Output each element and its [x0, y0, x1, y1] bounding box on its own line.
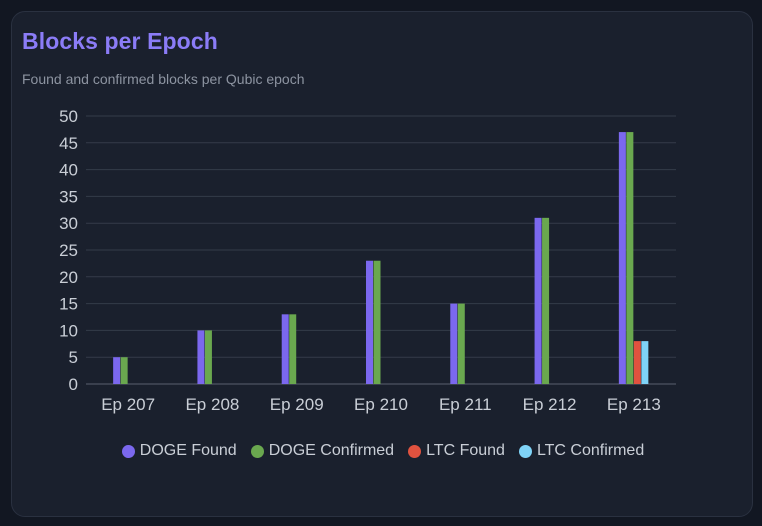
x-tick-label: Ep 208 — [185, 395, 239, 414]
bar-ltc-confirmed — [641, 341, 649, 384]
bar-doge-confirmed — [457, 303, 465, 384]
chart-subtitle: Found and confirmed blocks per Qubic epo… — [22, 71, 305, 87]
y-tick-label: 30 — [59, 214, 78, 233]
chart-title: Blocks per Epoch — [22, 28, 218, 54]
x-tick-label: Ep 209 — [270, 395, 324, 414]
legend-swatch — [518, 444, 532, 458]
legend-swatch — [121, 444, 135, 458]
bar-doge-found — [366, 260, 373, 384]
x-tick-label: Ep 207 — [101, 395, 155, 414]
bar-doge-confirmed — [204, 330, 212, 384]
bar-doge-confirmed — [542, 217, 550, 384]
legend-label: LTC Confirmed — [536, 442, 645, 459]
bar-ltc-found — [633, 341, 641, 384]
y-tick-label: 5 — [69, 348, 78, 367]
bar-doge-found — [281, 314, 289, 384]
y-tick-label: 20 — [59, 268, 78, 287]
y-tick-label: 15 — [59, 295, 78, 314]
legend-label: DOGE Confirmed — [268, 442, 395, 459]
bar-doge-found — [450, 303, 458, 384]
legend-item[interactable]: DOGE Found — [121, 442, 237, 460]
y-tick-label: 0 — [69, 375, 78, 394]
x-tick-label: Ep 213 — [607, 395, 661, 414]
y-tick-label: 10 — [59, 321, 78, 340]
bar-doge-confirmed — [373, 260, 381, 384]
bar-doge-found — [618, 132, 626, 384]
legend-item[interactable]: DOGE Confirmed — [250, 442, 395, 460]
legend-item[interactable]: LTC Confirmed — [518, 442, 645, 460]
x-tick-label: Ep 212 — [523, 395, 577, 414]
bar-doge-confirmed — [289, 314, 297, 384]
x-tick-label: Ep 210 — [354, 395, 408, 414]
y-tick-label: 35 — [59, 187, 78, 206]
x-tick-label: Ep 211 — [439, 395, 492, 414]
legend-swatch — [250, 444, 264, 458]
legend-label: DOGE Found — [139, 442, 237, 459]
y-tick-label: 25 — [59, 241, 78, 260]
legend-item[interactable]: LTC Found — [408, 442, 505, 460]
bar-doge-confirmed — [626, 132, 634, 384]
bar-doge-found — [534, 217, 542, 384]
bar-doge-found — [197, 330, 205, 384]
y-tick-label: 50 — [59, 107, 78, 126]
legend-label: LTC Found — [426, 442, 505, 459]
y-tick-label: 45 — [59, 134, 78, 153]
legend-swatch — [408, 444, 422, 458]
y-tick-label: 40 — [59, 161, 78, 180]
bar-doge-found — [113, 357, 121, 384]
chart-legend: DOGE Found DOGE Confirmed LTC Found LTC Con… — [12, 442, 754, 460]
bar-chart: 0 5 10 15 20 25 30 35 40 45 50 Ep 207 Ep 208 Ep 209 Ep… — [59, 107, 676, 414]
bar-doge-confirmed — [120, 357, 128, 384]
chart-card: Blocks per Epoch Found and confirmed blo… — [11, 11, 753, 517]
